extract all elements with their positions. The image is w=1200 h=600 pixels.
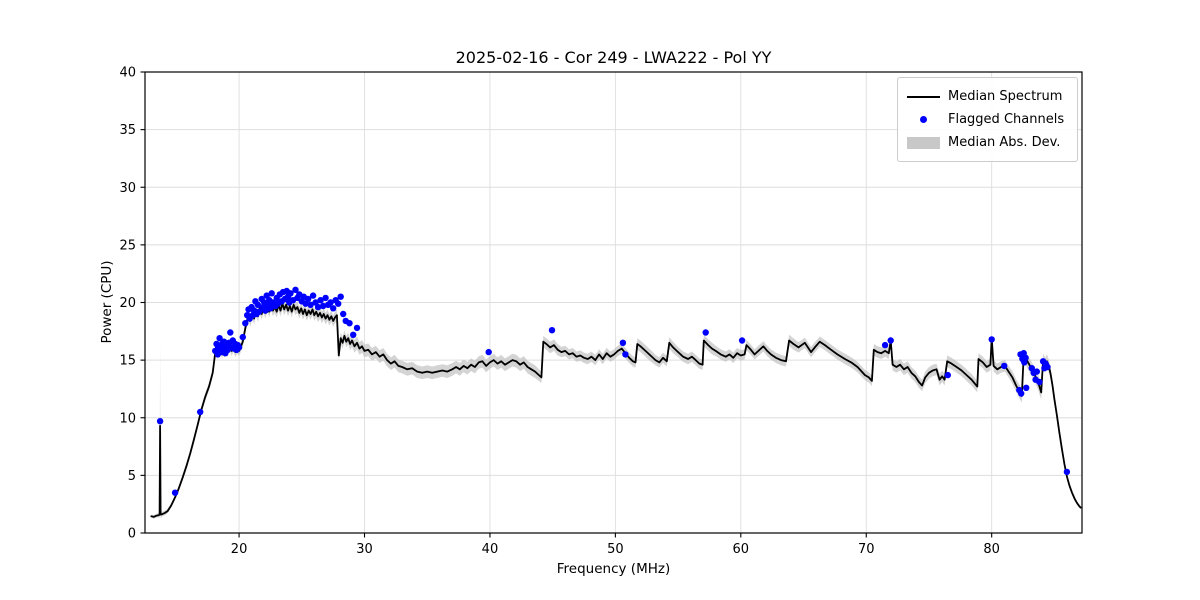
svg-text:10: 10 [119,411,136,426]
tick-labels: 20 30 40 50 60 70 80 0 5 10 15 20 25 30 35 40 [119,66,1000,558]
mad-band [151,297,1081,519]
svg-text:40: 40 [482,542,499,557]
svg-text:0: 0 [128,527,136,542]
svg-text:25: 25 [119,238,136,253]
legend-item-median-spectrum: Median Spectrum [907,85,1069,108]
legend-line-sample-icon [907,95,940,98]
svg-text:60: 60 [733,542,750,557]
svg-text:5: 5 [128,469,136,484]
svg-text:50: 50 [607,542,624,557]
svg-text:15: 15 [119,354,136,369]
legend-item-flagged-channels: Flagged Channels [907,108,1069,131]
legend-band-sample-icon [907,136,940,149]
x-axis-label: Frequency (MHz) [556,561,671,577]
svg-text:40: 40 [119,66,136,81]
legend-item-mad-band: Median Abs. Dev. [907,131,1069,154]
svg-text:35: 35 [119,123,136,138]
y-axis-label: Power (CPU) [99,260,115,344]
svg-text:30: 30 [119,181,136,196]
svg-text:20: 20 [119,296,136,311]
svg-text:20: 20 [231,542,248,557]
legend: Median Spectrum Flagged Channels Median … [897,77,1078,162]
chart-title: 2025-02-16 - Cor 249 - LWA222 - Pol YY [455,48,772,67]
legend-label-flagged-channels: Flagged Channels [948,112,1065,127]
legend-label-median-spectrum: Median Spectrum [948,89,1063,104]
svg-text:80: 80 [983,542,1000,557]
tick-marks [140,71,993,538]
legend-dot-sample-icon [907,116,940,123]
legend-label-mad-band: Median Abs. Dev. [948,135,1061,150]
flagged-channels [156,286,1071,496]
svg-text:30: 30 [356,542,373,557]
svg-text:70: 70 [858,542,875,557]
median-spectrum-line [150,302,1082,518]
